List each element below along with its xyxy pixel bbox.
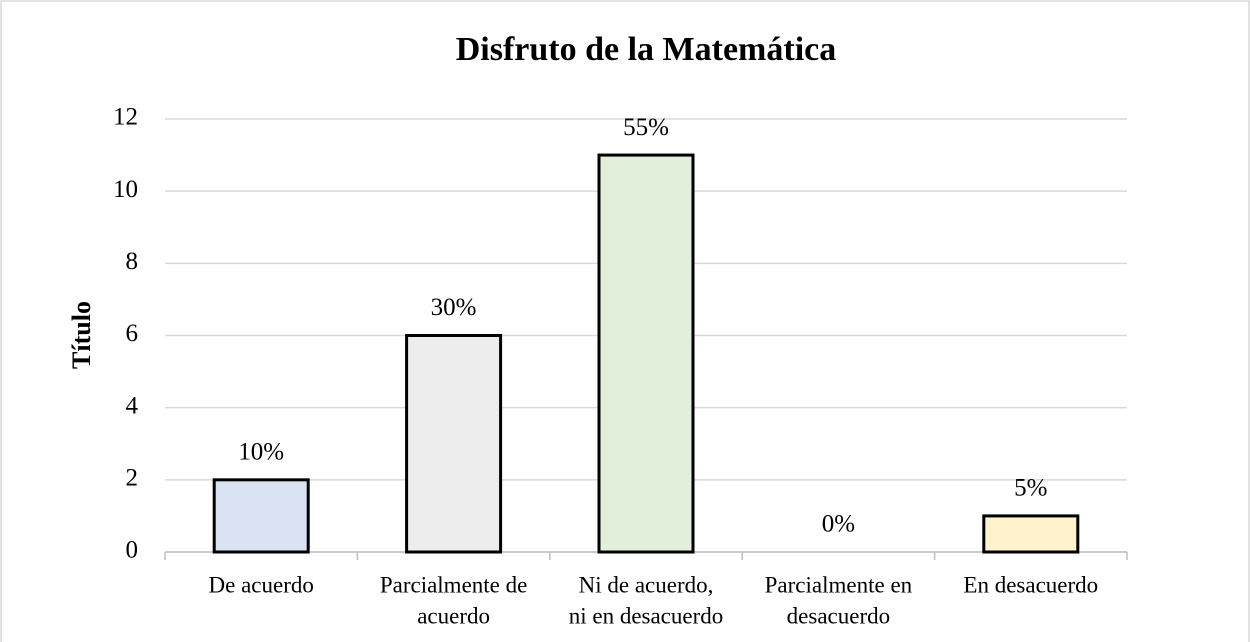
x-tick-label: En desacuerdo <box>963 572 1098 597</box>
x-tick-label: De acuerdo <box>209 572 314 597</box>
bar <box>405 334 503 554</box>
x-tick-label: ni en desacuerdo <box>569 603 724 628</box>
y-tick-label: 4 <box>126 392 139 419</box>
bar <box>212 478 310 554</box>
y-axis-title: Título <box>67 301 96 369</box>
y-tick-label: 10 <box>113 176 138 203</box>
chart-title: Disfruto de la Matemática <box>456 31 837 68</box>
x-tick-label: desacuerdo <box>787 603 890 628</box>
y-tick-label: 6 <box>126 320 139 347</box>
x-tick-label: Parcialmente de <box>380 572 528 597</box>
y-tick-label: 2 <box>126 465 139 492</box>
data-label: 55% <box>623 114 669 141</box>
y-tick-label: 0 <box>126 537 139 564</box>
y-tick-label: 12 <box>113 104 138 131</box>
data-label: 0% <box>822 511 855 538</box>
x-tick-label: Parcialmente en <box>765 572 913 597</box>
bar <box>597 153 695 554</box>
bar <box>982 514 1080 554</box>
data-label: 30% <box>431 294 477 321</box>
x-tick-label: acuerdo <box>417 603 490 628</box>
data-label: 5% <box>1014 475 1047 502</box>
y-tick-label: 8 <box>126 248 139 275</box>
x-tick-label: Ni de acuerdo, <box>579 572 714 597</box>
data-label: 10% <box>238 439 284 466</box>
